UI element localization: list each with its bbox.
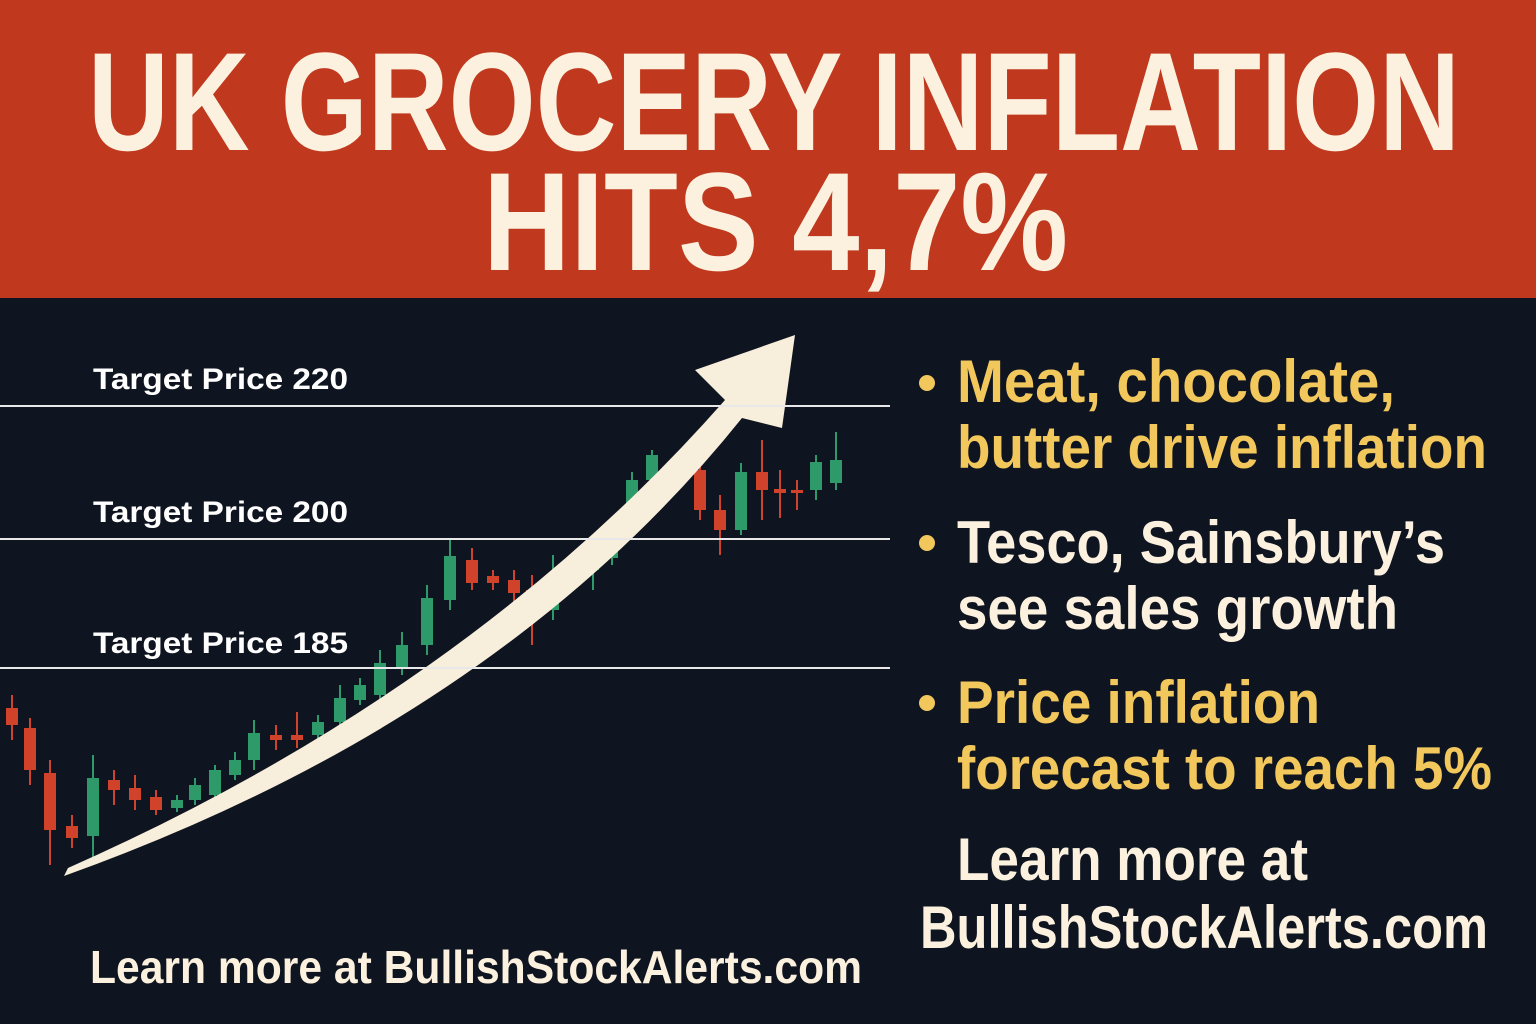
bullet-text: Meat, chocolate, bbox=[957, 348, 1395, 415]
candle-body bbox=[774, 489, 786, 493]
bullet-text: Tesco, Sainsbury’s bbox=[957, 509, 1445, 576]
bullet-dot bbox=[919, 695, 935, 711]
candle-body bbox=[444, 556, 456, 600]
candle-body bbox=[791, 490, 803, 493]
target-label: Target Price 200 bbox=[93, 496, 348, 529]
title-line: HITS 4,7% bbox=[483, 143, 1068, 300]
candle-body bbox=[374, 663, 386, 695]
candle-body bbox=[209, 770, 221, 795]
candle-body bbox=[66, 826, 78, 838]
candle-body bbox=[487, 576, 499, 583]
candle-body bbox=[87, 778, 99, 836]
bullet-text: forecast to reach 5% bbox=[957, 735, 1492, 802]
cta-line: BullishStockAlerts.com bbox=[920, 894, 1488, 961]
trend-arrow bbox=[64, 335, 795, 876]
chart-footer: Learn more at BullishStockAlerts.com bbox=[90, 941, 862, 993]
bullet-dot bbox=[919, 375, 935, 391]
cta-line: Learn more at bbox=[957, 826, 1308, 893]
candle-body bbox=[248, 733, 260, 760]
candle-body bbox=[830, 460, 842, 483]
candle-body bbox=[312, 722, 324, 735]
candle-body bbox=[189, 785, 201, 800]
candle-body bbox=[6, 708, 18, 725]
candle-body bbox=[714, 510, 726, 530]
candle-body bbox=[735, 472, 747, 530]
target-label: Target Price 185 bbox=[93, 627, 348, 660]
candle-body bbox=[810, 462, 822, 490]
candle-body bbox=[354, 685, 366, 700]
candle-body bbox=[396, 645, 408, 668]
candle-body bbox=[150, 797, 162, 810]
bullet-text: Price inflation bbox=[957, 669, 1320, 736]
candle-body bbox=[44, 773, 56, 830]
candle-body bbox=[129, 788, 141, 800]
bullet-text: butter drive inflation bbox=[957, 414, 1487, 481]
candle-body bbox=[694, 470, 706, 510]
candle-body bbox=[421, 598, 433, 645]
candle-body bbox=[334, 698, 346, 722]
bullet-text: see sales growth bbox=[957, 575, 1398, 642]
candle-body bbox=[508, 580, 520, 593]
candle-body bbox=[171, 800, 183, 808]
candle-body bbox=[24, 728, 36, 770]
candle-body bbox=[646, 455, 658, 480]
candle-body bbox=[229, 760, 241, 775]
candle-body bbox=[108, 780, 120, 790]
title-line: UK GROCERY INFLATION bbox=[88, 23, 1460, 180]
bullet-dot bbox=[919, 535, 935, 551]
target-label: Target Price 220 bbox=[93, 363, 348, 396]
candle-body bbox=[466, 560, 478, 583]
candle-body bbox=[270, 735, 282, 740]
candle-body bbox=[756, 472, 768, 490]
candle-body bbox=[291, 735, 303, 740]
header-band bbox=[0, 0, 1536, 298]
